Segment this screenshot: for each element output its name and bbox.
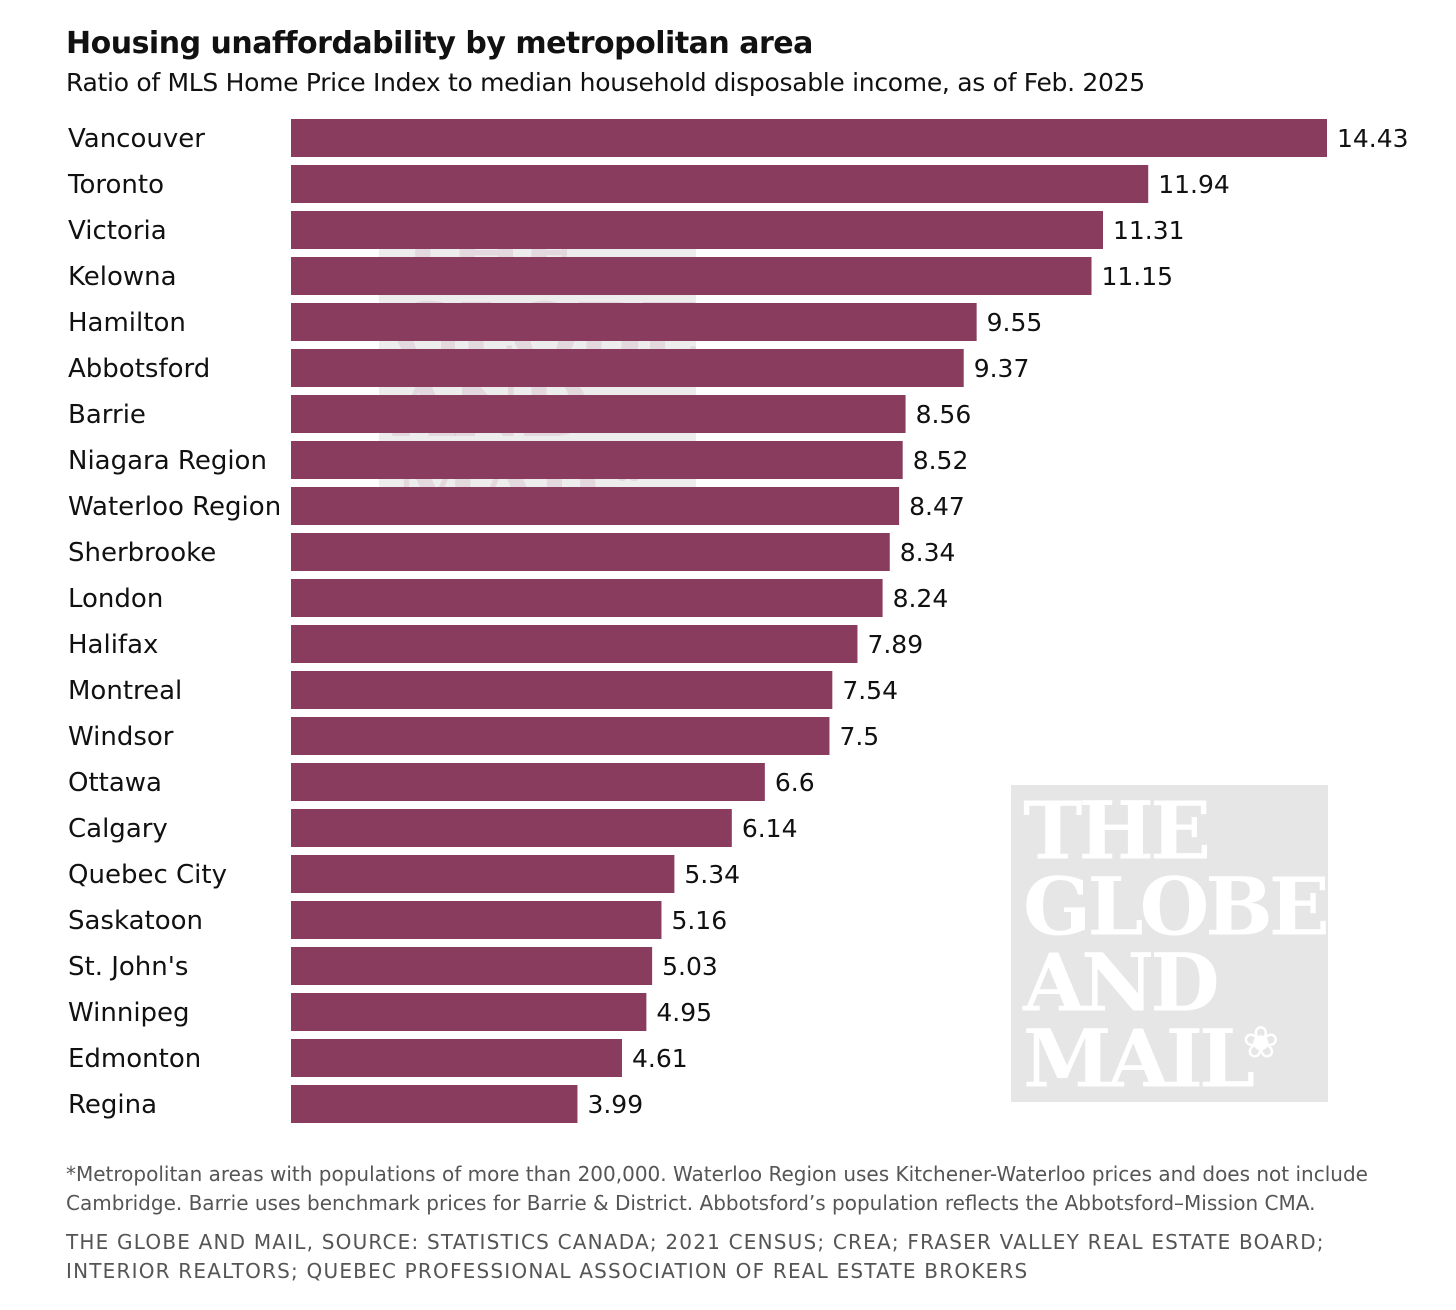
category-label: Hamilton xyxy=(68,308,186,338)
value-label: 6.6 xyxy=(775,768,815,797)
category-label: Regina xyxy=(68,1090,157,1120)
value-label: 5.03 xyxy=(662,952,718,981)
value-label: 7.89 xyxy=(867,630,923,659)
category-label: Winnipeg xyxy=(68,998,190,1028)
watermark-text: THE xyxy=(1023,784,1207,878)
value-label: 6.14 xyxy=(742,814,798,843)
category-label: Toronto xyxy=(67,170,164,200)
category-label: Niagara Region xyxy=(68,446,267,476)
bar xyxy=(291,901,662,939)
category-label: Kelowna xyxy=(68,262,177,292)
category-label: Montreal xyxy=(68,676,182,706)
category-label: Sherbrooke xyxy=(68,538,216,568)
value-label: 8.24 xyxy=(893,584,949,613)
value-label: 11.15 xyxy=(1102,262,1174,291)
value-label: 11.31 xyxy=(1113,216,1185,245)
bar xyxy=(291,165,1149,203)
bar xyxy=(291,855,675,893)
value-label: 8.52 xyxy=(913,446,969,475)
value-label: 4.61 xyxy=(632,1044,688,1073)
value-label: 8.47 xyxy=(909,492,965,521)
value-label: 8.34 xyxy=(900,538,956,567)
bar xyxy=(291,579,883,617)
bar xyxy=(291,625,858,663)
category-label: Halifax xyxy=(68,630,158,660)
bar xyxy=(291,349,964,387)
watermark-text: GLOBE xyxy=(1023,860,1326,954)
category-label: Barrie xyxy=(68,400,146,430)
bar xyxy=(291,487,900,525)
bar xyxy=(291,1039,622,1077)
category-label: Vancouver xyxy=(68,124,205,154)
watermark-text: MAIL xyxy=(1023,1012,1254,1106)
value-label: 7.54 xyxy=(842,676,898,705)
bar xyxy=(291,257,1092,295)
category-label: Calgary xyxy=(68,814,168,844)
bar xyxy=(291,533,890,571)
maple-leaf-icon: ❀ xyxy=(1242,1018,1279,1069)
bar xyxy=(291,1085,578,1123)
bar xyxy=(291,993,647,1031)
bars-group: Vancouver 14.43 Toronto 11.94 Victoria 11.31 K… xyxy=(67,119,1409,1123)
bar xyxy=(291,717,830,755)
chart-title: Housing unaffordability by metropolitan … xyxy=(66,26,813,61)
category-label: St. John's xyxy=(68,952,188,982)
category-label: Windsor xyxy=(68,722,174,752)
category-label: Ottawa xyxy=(68,768,162,798)
bar xyxy=(291,119,1327,157)
bar xyxy=(291,809,732,847)
bar xyxy=(291,303,977,341)
category-label: Abbotsford xyxy=(68,354,210,384)
bar xyxy=(291,947,653,985)
bar xyxy=(291,671,833,709)
value-label: 9.55 xyxy=(987,308,1043,337)
value-label: 3.99 xyxy=(587,1090,643,1119)
bar xyxy=(291,763,765,801)
watermark-text: AND xyxy=(1022,936,1217,1030)
bar xyxy=(291,395,906,433)
bar xyxy=(291,211,1103,249)
value-label: 7.5 xyxy=(839,722,879,751)
category-label: Quebec City xyxy=(68,860,227,890)
footnote: *Metropolitan areas with populations of … xyxy=(66,1162,1368,1215)
category-label: Victoria xyxy=(68,216,167,246)
value-label: 9.37 xyxy=(974,354,1030,383)
category-label: Edmonton xyxy=(68,1044,201,1074)
value-label: 14.43 xyxy=(1337,124,1409,153)
value-label: 8.56 xyxy=(916,400,972,429)
value-label: 5.16 xyxy=(671,906,727,935)
category-label: London xyxy=(68,584,163,614)
category-label: Saskatoon xyxy=(68,906,203,936)
value-label: 4.95 xyxy=(656,998,712,1027)
source-credit: THE GLOBE AND MAIL, SOURCE: STATISTICS C… xyxy=(66,1230,1325,1283)
category-label: Waterloo Region xyxy=(68,492,281,522)
value-label: 11.94 xyxy=(1158,170,1230,199)
watermark-background xyxy=(1011,785,1328,1102)
value-label: 5.34 xyxy=(684,860,740,889)
bar xyxy=(291,441,903,479)
chart-subtitle: Ratio of MLS Home Price Index to median … xyxy=(66,68,1145,97)
